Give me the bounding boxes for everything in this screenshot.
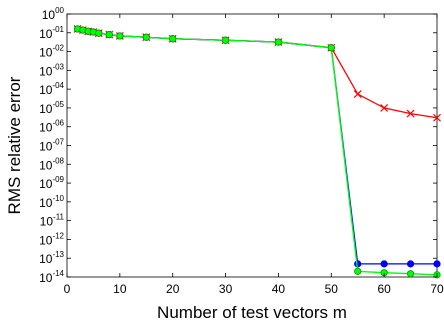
data-point [354,267,362,275]
y-tick-exponent: -04 [52,81,64,90]
y-tick-base: 10 [39,158,53,172]
y-tick-base: 10 [39,64,53,78]
plot-frame [66,13,438,278]
x-tick-label: 20 [166,282,180,296]
y-tick-exponent: -07 [52,138,64,147]
y-tick-base: 10 [39,177,53,191]
y-tick-label: 10-11 [40,213,65,229]
y-tick-base: 10 [39,102,53,116]
x-tick-label: 50 [325,282,339,296]
plot-area [66,13,438,278]
y-tick-exponent: -06 [52,119,64,128]
x-tick-label: 30 [219,282,233,296]
y-tick-label: 10-07 [39,138,64,154]
y-tick-label: 10-12 [39,231,64,247]
series-line [77,28,438,276]
series-0 [73,25,441,122]
y-tick-label: 10-09 [39,175,64,191]
y-axis-title: RMS relative error [5,76,24,214]
y-tick-exponent: -14 [52,269,64,278]
y-tick-exponent: -12 [52,231,64,240]
y-tick-base: 10 [39,27,53,41]
y-tick-label: 10-13 [39,250,64,266]
y-tick-exponent: -02 [52,44,64,53]
data-point [116,32,124,40]
y-tick-label: 10-06 [39,119,64,135]
y-tick-label: 10-03 [39,62,64,78]
data-point [95,29,103,37]
data-point [406,260,415,268]
data-point [169,35,177,43]
y-tick-label: 10-10 [39,194,64,210]
x-axis: 0 10 20 30 40 50 60 70 [64,14,444,296]
y-tick-exponent: -10 [52,194,64,203]
data-point [406,270,415,278]
y-tick-label: 10-04 [39,81,64,97]
data-point [142,33,150,41]
y-tick-exponent: -08 [52,156,64,165]
y-tick-exponent: -11 [53,213,65,222]
y-tick-base: 10 [39,46,53,60]
y-tick-exponent: -13 [52,250,64,259]
y-tick-exponent: -09 [52,175,64,184]
y-tick-label: 1000 [42,6,65,22]
series-1 [73,25,441,268]
y-tick-base: 10 [39,140,53,154]
y-tick-base: 10 [39,196,53,210]
y-tick-label: 10-14 [39,269,64,285]
data-point [327,44,335,52]
data-point [353,90,362,98]
y-tick-label: 10-01 [39,25,64,41]
data-point [433,113,441,122]
series-layer [73,25,441,279]
data-point [406,109,415,118]
data-point [433,260,441,268]
x-tick-label: 40 [272,282,286,296]
y-tick-base: 10 [39,83,53,97]
y-axis: 100010-0110-0210-0310-0410-0510-0610-071… [39,6,437,285]
x-tick-label: 0 [64,282,71,296]
x-tick-label: 10 [113,282,127,296]
y-tick-exponent: 00 [55,6,64,15]
series-2 [73,25,441,279]
y-tick-label: 10-05 [39,100,64,116]
y-tick-base: 10 [39,121,53,135]
y-tick-base: 10 [39,233,53,247]
y-tick-exponent: -01 [52,25,64,34]
data-point [380,104,389,112]
data-point [105,31,113,39]
y-tick-label: 10-02 [39,44,64,60]
y-tick-base: 10 [40,215,54,229]
x-tick-label: 70 [430,282,444,296]
y-tick-exponent: -05 [52,100,64,109]
x-tick-label: 60 [377,282,391,296]
y-tick-label: 10-08 [39,156,64,172]
series-line [77,28,437,265]
series-line [77,28,438,119]
data-point [221,36,230,44]
x-axis-title: Number of test vectors m [157,303,347,322]
data-point [380,260,388,268]
y-tick-base: 10 [39,271,53,285]
y-tick-exponent: -03 [52,62,64,71]
y-tick-base: 10 [42,8,56,22]
y-tick-base: 10 [39,252,53,266]
data-point [274,38,283,46]
